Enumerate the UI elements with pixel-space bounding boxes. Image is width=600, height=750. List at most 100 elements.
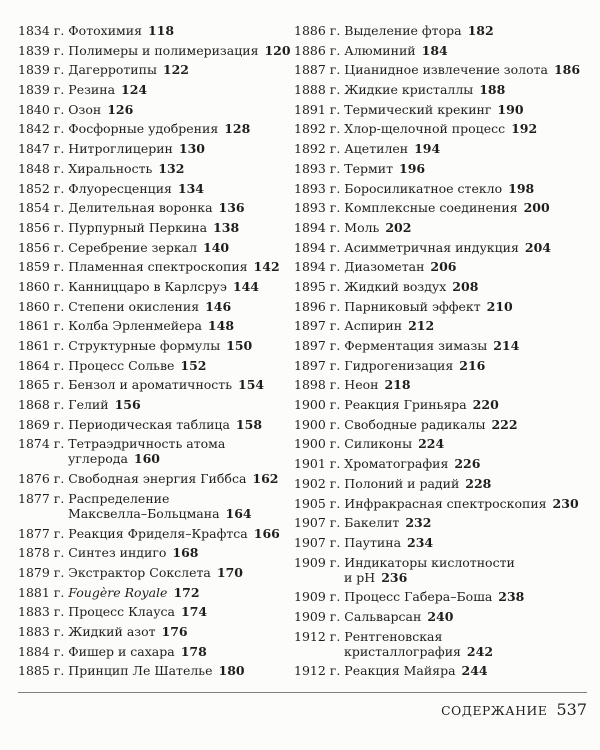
toc-entry[interactable]: 1860 г. Степени окисления 146 [18,299,294,314]
entry-title: Резина [68,82,116,98]
entry-year: 1839 г. [18,62,65,78]
toc-entry[interactable]: 1840 г. Озон 126 [18,102,294,117]
toc-entry[interactable]: 1912 г. Рентгеновская кристаллография 24… [294,629,587,659]
entry-year: 1909 г. [294,554,341,570]
entry-title: Процесс Сольве [68,357,175,373]
toc-entry[interactable]: 1886 г. Алюминий 184 [294,43,587,58]
entry-title: Жидкий азот [68,623,156,639]
toc-entry[interactable]: 1912 г. Реакция Майяра 244 [294,663,587,678]
toc-entry[interactable]: 1909 г. Процесс Габера–Боша 238 [294,589,587,604]
entry-year: 1881 г. [18,584,65,600]
toc-entry[interactable]: 1895 г. Жидкий воздух 208 [294,279,587,294]
toc-entry[interactable]: 1897 г. Гидрогенизация 216 [294,358,587,373]
entry-year: 1902 г. [294,475,341,491]
toc-entry[interactable]: 1900 г. Свободные радикалы 222 [294,417,587,432]
toc-entry[interactable]: 1856 г. Серебрение зеркал 140 [18,240,294,255]
toc-entry[interactable]: 1907 г. Паутина 234 [294,535,587,550]
entry-page-number: 122 [162,62,189,78]
toc-entry[interactable]: 1848 г. Хиральность 132 [18,161,294,176]
entry-title: Гелий [68,397,109,413]
toc-entry[interactable]: 1856 г. Пурпурный Перкина 138 [18,220,294,235]
toc-entry[interactable]: 1839 г. Дагерротипы 122 [18,62,294,77]
entry-year: 1895 г. [294,278,341,294]
toc-entry[interactable]: 1881 г. Fougère Royale 172 [18,585,294,600]
entry-year: 1861 г. [18,338,65,353]
toc-entry[interactable]: 1834 г. Фотохимия 118 [18,23,294,38]
toc-entry[interactable]: 1885 г. Принцип Ле Шателье 180 [18,663,294,678]
toc-entry[interactable]: 1854 г. Делительная воронка 136 [18,200,294,215]
toc-entry[interactable]: 1883 г. Жидкий азот 176 [18,624,294,639]
toc-entry[interactable]: 1883 г. Процесс Клауса 174 [18,604,294,619]
toc-entry[interactable]: 1905 г. Инфракрасная спектроскопия 230 [294,496,587,511]
toc-entry[interactable]: 1894 г. Моль 202 [294,220,587,235]
entry-page-number: 234 [407,534,434,550]
toc-entry[interactable]: 1902 г. Полоний и радий 228 [294,476,587,491]
entry-page-number: 124 [121,82,148,98]
entry-title: Хиральность [68,160,153,176]
entry-page-number: 128 [224,121,251,137]
entry-year: 1900 г. [294,397,341,413]
toc-entry[interactable]: 1839 г. Резина 124 [18,82,294,97]
toc-entry[interactable]: 1896 г. Парниковый эффект 210 [294,299,587,314]
entry-page-number: 192 [511,121,538,137]
toc-entry[interactable]: 1909 г. Сальварсан 240 [294,609,587,624]
toc-entry[interactable]: 1894 г. Асимметричная индукция 204 [294,240,587,255]
entry-title: Пламенная спектроскопия [68,259,248,275]
toc-entry[interactable]: 1901 г. Хроматография 226 [294,456,587,471]
entry-title: Степени окисления [68,298,200,314]
toc-entry[interactable]: 1888 г. Жидкие кристаллы 188 [294,82,587,97]
toc-entry[interactable]: 1868 г. Гелий 156 [18,397,294,412]
toc-entry[interactable]: 1842 г. Фосфорные удобрения 128 [18,121,294,136]
entry-year: 1854 г. [18,200,65,216]
toc-entry[interactable]: 1900 г. Реакция Гриньяра 220 [294,397,587,412]
entry-page-number: 158 [235,416,263,432]
toc-entry[interactable]: 1891 г. Термический крекинг 190 [294,102,587,117]
entry-year: 1865 г. [18,377,65,393]
toc-entry[interactable]: 1897 г. Аспирин 212 [294,318,587,333]
toc-entry[interactable]: 1859 г. Пламенная спектроскопия 142 [18,259,294,274]
toc-entry[interactable]: 1893 г. Комплексные соединения 200 [294,200,587,215]
toc-entry[interactable]: 1907 г. Бакелит 232 [294,515,587,530]
entry-year: 1894 г. [294,239,341,255]
entry-year: 1877 г. [18,525,65,541]
toc-entry[interactable]: 1893 г. Термит 196 [294,161,587,176]
toc-entry[interactable]: 1886 г. Выделение фтора 182 [294,23,587,38]
entry-title: Жидкие кристаллы [344,82,474,98]
entry-title: Озон [68,101,102,117]
entry-title: Инфракрасная спектроскопия [344,495,547,511]
entry-year: 1894 г. [294,219,341,235]
entry-year: 1888 г. [294,82,341,98]
toc-entry[interactable]: 1861 г. Структурные формулы 150 [18,338,294,353]
toc-entry[interactable]: 1884 г. Фишер и сахара 178 [18,644,294,659]
entry-title: Термит [344,160,394,176]
toc-entry[interactable]: 1874 г. Тетраэдричность атома углерода 1… [18,436,294,466]
toc-entry[interactable]: 1898 г. Неон 218 [294,377,587,392]
toc-entry[interactable]: 1865 г. Бензол и ароматичность 154 [18,377,294,392]
toc-entry[interactable]: 1847 г. Нитроглицерин 130 [18,141,294,156]
toc-entry[interactable]: 1893 г. Боросиликатное стекло 198 [294,181,587,196]
toc-entry[interactable]: 1894 г. Диазометан 206 [294,259,587,274]
entry-year: 1900 г. [294,436,341,452]
toc-entry[interactable]: 1877 г. Распределение Максвелла–Больцман… [18,491,294,521]
toc-entry[interactable]: 1897 г. Ферментация зимазы 214 [294,338,587,353]
toc-entry[interactable]: 1892 г. Ацетилен 194 [294,141,587,156]
toc-entry[interactable]: 1864 г. Процесс Сольве 152 [18,358,294,373]
toc-entry[interactable]: 1887 г. Цианидное извлечение золота 186 [294,62,587,77]
toc-entry[interactable]: 1860 г. Канниццаро в Карлсруэ 144 [18,279,294,294]
entry-year: 1898 г. [294,377,341,393]
toc-entry[interactable]: 1839 г. Полимеры и полимеризация 120 [18,43,294,58]
toc-entry[interactable]: 1900 г. Силиконы 224 [294,436,587,451]
entry-year: 1840 г. [18,101,65,117]
toc-entry[interactable]: 1878 г. Синтез индиго 168 [18,545,294,560]
entry-page-number: 150 [226,338,253,353]
toc-entry[interactable]: 1909 г. Индикаторы кислотности и pH 236 [294,555,587,585]
toc-entry[interactable]: 1876 г. Свободная энергия Гиббса 162 [18,471,294,486]
toc-entry[interactable]: 1877 г. Реакция Фриделя–Крафтса 166 [18,526,294,541]
entry-year: 1859 г. [18,259,65,275]
toc-entry[interactable]: 1892 г. Хлор-щелочной процесс 192 [294,121,587,136]
toc-entry[interactable]: 1879 г. Экстрактор Сокслета 170 [18,565,294,580]
toc-entry[interactable]: 1869 г. Периодическая таблица 158 [18,417,294,432]
entry-year: 1891 г. [294,101,341,117]
toc-entry[interactable]: 1852 г. Флуоресценция 134 [18,181,294,196]
toc-entry[interactable]: 1861 г. Колба Эрленмейера 148 [18,318,294,333]
